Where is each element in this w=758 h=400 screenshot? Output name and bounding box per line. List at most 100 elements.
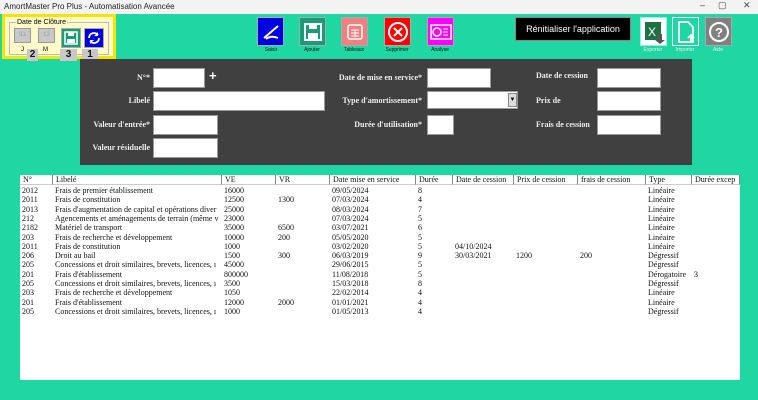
table-cell: 2011 xyxy=(22,241,38,251)
minimize-button[interactable]: – xyxy=(700,0,706,10)
maximize-button[interactable]: ▢ xyxy=(718,0,727,10)
aide-label: Aide xyxy=(712,47,723,53)
table-cell: Dégressif xyxy=(648,306,679,316)
column-header[interactable]: VR xyxy=(276,175,330,185)
column-header[interactable]: Libelé xyxy=(53,175,222,185)
table-row[interactable]: 205 Concessions et droit similaires, brev… xyxy=(20,307,740,316)
badge-2: 2 xyxy=(27,49,38,61)
column-header[interactable]: VE xyxy=(222,175,276,185)
table-cell: 2011 xyxy=(22,195,38,205)
add-number-button[interactable]: + xyxy=(209,68,217,83)
column-header[interactable]: Durée excep xyxy=(692,175,740,185)
table-cell: 23000 xyxy=(224,213,244,223)
ajouter-button[interactable] xyxy=(299,17,326,46)
analyse-button[interactable] xyxy=(427,17,454,46)
date-cession-label: Date de cession xyxy=(536,71,588,80)
table-cell: Frais de recherche et développement xyxy=(55,288,173,298)
table-cell: 25000 xyxy=(224,204,244,214)
table-cell: Droit au bail xyxy=(55,251,96,261)
chevron-down-icon[interactable]: ▼ xyxy=(508,93,517,107)
date-mise-input[interactable] xyxy=(427,68,491,88)
table-cell: Dérogatoire xyxy=(648,269,687,279)
table-cell: 1000 xyxy=(224,306,240,316)
table-cell: 09/05/2024 xyxy=(332,186,369,195)
title-bar: AmortMaster Pro Plus - Automatisation Av… xyxy=(0,0,758,14)
duree-input[interactable] xyxy=(427,115,454,135)
table-cell: 2182 xyxy=(22,223,38,233)
table-cell: 1050 xyxy=(224,288,240,298)
table-row[interactable]: 212 Agencements et aménagements de terrai… xyxy=(20,214,740,223)
table-cell: Dégressif xyxy=(648,260,679,270)
column-header[interactable]: Date de cession xyxy=(453,175,514,185)
table-cell: 15/03/2018 xyxy=(332,279,369,288)
table-row[interactable]: 2011 Frais de constitution 1000 03/02/2020 5… xyxy=(20,242,740,251)
hand-writing-icon xyxy=(262,24,279,40)
table-row[interactable]: 2011 Frais de constitution 12500 1300 07/03/… xyxy=(20,195,740,204)
table-cell: 1300 xyxy=(278,195,294,205)
prix-cession-input[interactable] xyxy=(597,91,661,111)
table-row[interactable]: 205 Concessions et droit similaires, brev… xyxy=(20,260,740,269)
valeur-entree-input[interactable] xyxy=(153,115,218,135)
column-header[interactable]: N° xyxy=(20,175,53,185)
table-cell: Frais d'établissement xyxy=(55,269,122,279)
table-cell: 29/06/2015 xyxy=(332,260,369,270)
numero-input[interactable] xyxy=(153,68,205,88)
assets-table[interactable]: N° Libelé VE VR Date mise en service Durée Dat… xyxy=(20,175,740,380)
table-row[interactable]: 205 Concessions et droit similaires, brev… xyxy=(20,279,740,288)
closure-legend: Date de Clôture xyxy=(17,19,67,26)
table-row[interactable]: 201 Frais d'établissement 800000 11/08/2018… xyxy=(20,270,740,279)
table-row[interactable]: 206 Droit au bail 1500 300 06/03/2019 9 30/03/… xyxy=(20,251,740,260)
day-label: J xyxy=(21,47,24,53)
reset-application-button[interactable]: Rénitialiser l'application xyxy=(515,17,631,41)
table-cell: 205 xyxy=(22,260,34,270)
valeur-residuelle-input[interactable] xyxy=(153,138,218,158)
exporter-button[interactable]: X xyxy=(640,17,667,46)
tableaux-button[interactable] xyxy=(341,17,368,46)
table-row[interactable]: 2182 Matériel de transport 35000 6500 03/07/… xyxy=(20,223,740,232)
table-cell: 9 xyxy=(418,251,422,261)
month-input[interactable]: 12 xyxy=(38,28,55,43)
table-row[interactable]: 2012 Frais de premier établissement 16000 0… xyxy=(20,186,740,195)
save-closure-button[interactable] xyxy=(61,28,81,48)
aide-button[interactable]: ? xyxy=(705,17,732,46)
column-header[interactable]: Durée xyxy=(416,175,453,185)
chart-icon xyxy=(429,23,452,40)
column-header[interactable]: Date mise en service xyxy=(330,175,416,185)
refresh-icon xyxy=(88,32,100,44)
type-amort-select[interactable]: ▼ xyxy=(427,91,518,109)
prix-cession-label: Prix de xyxy=(536,96,561,105)
ajouter-label: Ajouter xyxy=(304,47,320,53)
excel-export-icon: X xyxy=(644,21,665,44)
numero-label: N°* xyxy=(137,73,150,82)
saisir-label: Saisir xyxy=(264,47,278,53)
table-cell: 7 xyxy=(418,204,422,214)
refresh-closure-button[interactable] xyxy=(84,28,104,48)
column-header[interactable]: Type xyxy=(646,175,692,185)
date-mise-label: Date de mise en service* xyxy=(338,73,422,82)
saisir-button[interactable] xyxy=(257,17,284,46)
table-cell: Concessions et droit similaires, brevets… xyxy=(55,279,217,288)
table-cell: 6 xyxy=(418,223,422,233)
table-cell: Linéaire xyxy=(648,241,675,251)
table-cell: Linéaire xyxy=(648,288,675,298)
table-row[interactable]: 203 Frais de recherche et développement 10… xyxy=(20,288,740,297)
column-header[interactable]: frais de cession xyxy=(578,175,646,185)
day-input[interactable]: 31 xyxy=(14,28,31,43)
table-cell: Concessions et droit similaires, brevets… xyxy=(55,260,217,270)
table-cell: 05/05/2020 xyxy=(332,232,369,242)
help-icon: ? xyxy=(708,21,729,42)
table-cell: 07/03/2024 xyxy=(332,213,369,223)
table-cell: Linéaire xyxy=(648,195,675,205)
table-row[interactable]: 201 Frais d'établissement 12000 2000 01/01/2… xyxy=(20,298,740,307)
date-cession-input[interactable] xyxy=(597,68,661,88)
table-icon xyxy=(346,23,363,40)
libelle-input[interactable] xyxy=(153,91,325,111)
importer-button[interactable] xyxy=(672,17,699,46)
table-cell: 8 xyxy=(418,186,422,195)
table-row[interactable]: 203 Frais de recherche et développement 10… xyxy=(20,233,740,242)
column-header[interactable]: Prix de cession xyxy=(514,175,578,185)
supprimer-button[interactable] xyxy=(384,17,411,46)
table-row[interactable]: 2013 Frais d'augmentation de capital et o… xyxy=(20,205,740,214)
close-button[interactable]: ✕ xyxy=(743,0,751,10)
frais-cession-input[interactable] xyxy=(597,115,661,135)
